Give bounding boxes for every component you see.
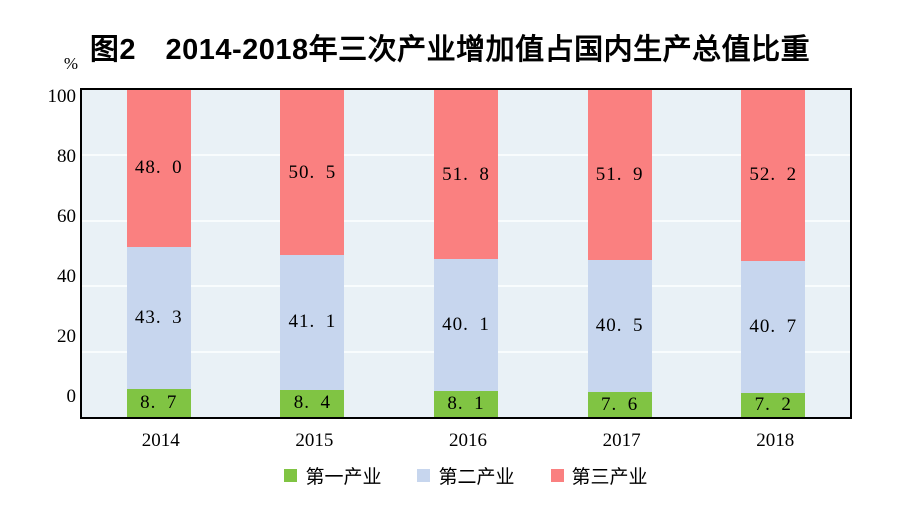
- bar-segment-primary-industry-2014: 8. 7: [126, 388, 191, 417]
- bar-segment-secondary-industry-2016: 40. 1: [434, 259, 498, 391]
- bar-2018: 52. 2 40. 7 7. 2: [741, 90, 806, 417]
- plot-area: 48. 0 43. 3 8. 7 50. 5 41. 1 8. 4 51. 8 40. 1 8.…: [80, 88, 852, 419]
- legend-swatch-icon: [417, 468, 431, 482]
- legend-item-primary-industry: 第一产业: [284, 462, 381, 489]
- legend-label: 第二产业: [438, 466, 515, 488]
- segment-value-label: 51. 8: [442, 163, 490, 185]
- y-axis: 0 20 40 60 80 100: [28, 86, 77, 419]
- legend-label: 第三产业: [571, 466, 648, 488]
- segment-value-label: 41. 1: [288, 311, 337, 333]
- bar-segment-primary-industry-2015: 8. 4: [280, 389, 345, 417]
- segment-value-label: 50. 5: [288, 161, 337, 183]
- bar-segment-primary-industry-2017: 7. 6: [587, 392, 652, 417]
- bar-segment-secondary-industry-2014: 43. 3: [126, 246, 191, 389]
- segment-value-label: 40. 7: [749, 316, 798, 337]
- chart-title: 图2 2014-2018年三次产业增加值占国内生产总值比重: [89, 34, 811, 66]
- x-tick-label-2014: 2014: [141, 430, 180, 451]
- bar-segment-primary-industry-2016: 8. 1: [434, 390, 498, 417]
- segment-value-label: 48. 0: [134, 157, 183, 179]
- legend-label: 第一产业: [305, 466, 382, 488]
- x-tick-label-2017: 2017: [602, 430, 641, 451]
- y-tick-label-0: 0: [66, 386, 77, 407]
- y-tick-label-40: 40: [57, 266, 76, 287]
- y-tick-label-80: 80: [57, 146, 76, 167]
- segment-value-label: 40. 1: [442, 313, 490, 335]
- segment-value-label: 7. 6: [600, 393, 639, 415]
- segment-value-label: 8. 7: [140, 391, 178, 413]
- bar-segment-secondary-industry-2015: 41. 1: [280, 255, 345, 390]
- x-tick-label-2018: 2018: [756, 430, 795, 451]
- bar-segment-tertiary-industry-2015: 50. 5: [280, 90, 345, 256]
- legend: 第一产业 第二产业 第三产业: [80, 462, 852, 489]
- legend-swatch-icon: [284, 468, 298, 482]
- segment-value-label: 43. 3: [134, 306, 183, 328]
- segment-value-label: 40. 5: [595, 314, 644, 336]
- bar-segment-tertiary-industry-2018: 52. 2: [741, 90, 806, 261]
- bar-segment-secondary-industry-2017: 40. 5: [587, 259, 652, 393]
- legend-swatch-icon: [550, 468, 564, 482]
- bar-segment-tertiary-industry-2017: 51. 9: [587, 90, 652, 260]
- segment-value-label: 8. 4: [293, 392, 332, 414]
- legend-item-tertiary-industry: 第三产业: [550, 462, 648, 489]
- bar-2014: 48. 0 43. 3 8. 7: [126, 90, 191, 417]
- bar-segment-primary-industry-2018: 7. 2: [741, 393, 806, 417]
- x-axis: 2014 2015 2016 2017 2018: [80, 430, 852, 454]
- y-tick-label-20: 20: [57, 326, 76, 347]
- bar-2017: 51. 9 40. 5 7. 6: [587, 90, 652, 417]
- x-tick-label-2016: 2016: [449, 430, 487, 451]
- legend-item-secondary-industry: 第二产业: [417, 462, 515, 489]
- bar-segment-secondary-industry-2018: 40. 7: [741, 260, 806, 394]
- y-axis-unit-label: %: [63, 54, 79, 73]
- bar-2016: 51. 8 40. 1 8. 1: [434, 90, 498, 417]
- segment-value-label: 51. 9: [595, 163, 644, 185]
- y-tick-label-100: 100: [47, 86, 77, 107]
- bar-segment-tertiary-industry-2016: 51. 8: [434, 90, 498, 260]
- bar-segment-tertiary-industry-2014: 48. 0: [126, 90, 191, 247]
- x-tick-label-2015: 2015: [295, 430, 334, 451]
- segment-value-label: 8. 1: [447, 392, 485, 414]
- y-tick-label-60: 60: [57, 206, 76, 227]
- bar-2015: 50. 5 41. 1 8. 4: [280, 90, 345, 417]
- segment-value-label: 7. 2: [754, 394, 792, 416]
- segment-value-label: 52. 2: [749, 164, 798, 186]
